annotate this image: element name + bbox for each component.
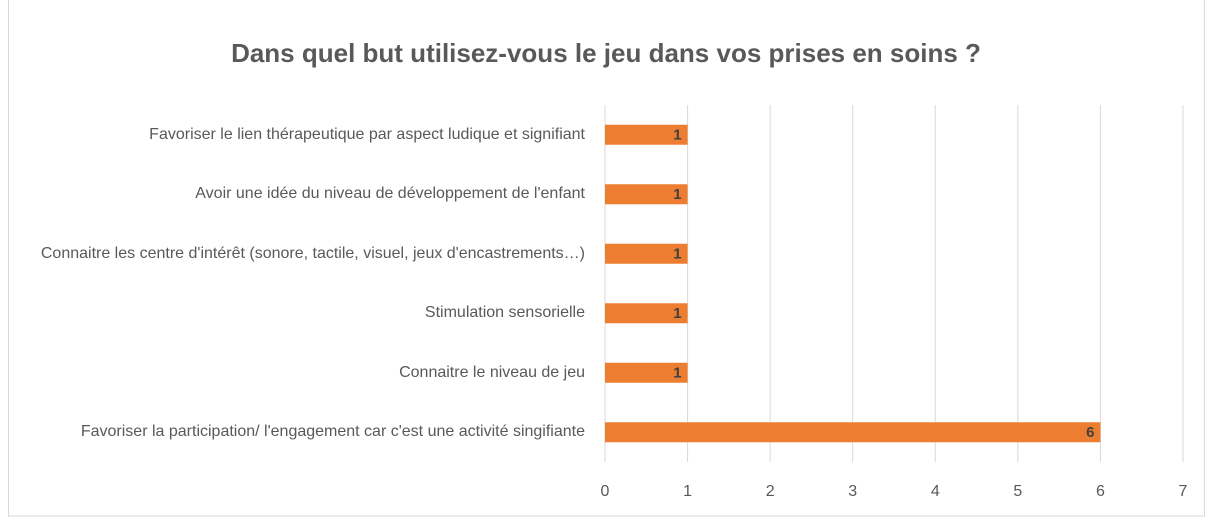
bar: [605, 422, 1101, 443]
bar: [605, 184, 688, 205]
chart-border: [8, 0, 1205, 517]
data-label: 6: [1086, 424, 1094, 441]
data-label: 1: [673, 186, 681, 203]
x-tick-label: 4: [931, 483, 940, 500]
y-tick-label: Connaitre le niveau de jeu: [399, 363, 585, 381]
bar: [605, 303, 688, 324]
x-tick-label: 3: [848, 483, 857, 500]
x-tick-label: 1: [683, 483, 692, 500]
x-tick-label: 5: [1013, 483, 1022, 500]
chart-title: Dans quel but utilisez-vous le jeu dans …: [231, 38, 981, 68]
data-label: 1: [673, 305, 681, 322]
data-label: 1: [673, 127, 681, 144]
x-tick-label: 2: [766, 483, 775, 500]
bar: [605, 243, 688, 264]
y-tick-label: Connaitre les centre d'intérêt (sonore, …: [40, 244, 585, 262]
bar: [605, 362, 688, 383]
y-tick-label: Avoir une idée du niveau de développemen…: [195, 185, 585, 203]
x-tick-label: 6: [1096, 483, 1105, 500]
y-tick-label: Favoriser le lien thérapeutique par aspe…: [149, 125, 585, 143]
y-tick-label: Stimulation sensorielle: [424, 304, 585, 322]
y-tick-label: Favoriser la participation/ l'engagement…: [80, 423, 585, 441]
bar: [605, 124, 688, 145]
x-tick-label: 7: [1179, 483, 1188, 500]
x-tick-label: 0: [601, 483, 610, 500]
data-label: 1: [673, 246, 681, 263]
data-label: 1: [673, 365, 681, 382]
